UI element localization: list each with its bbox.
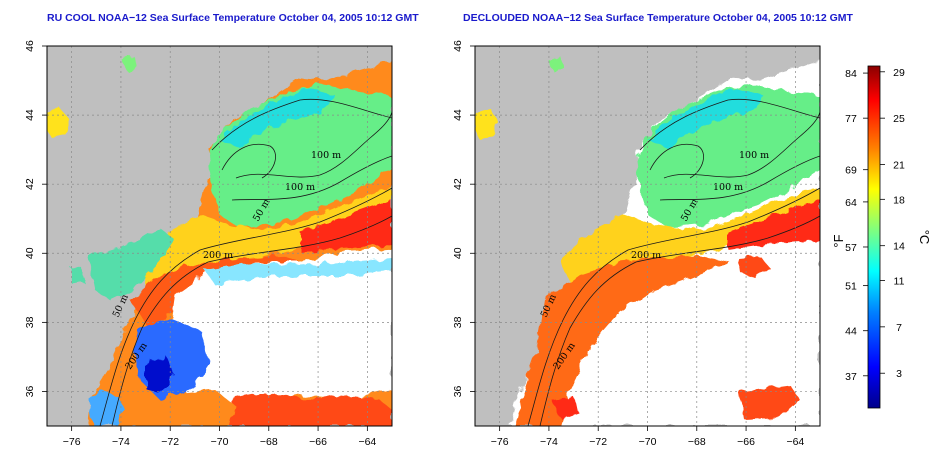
fahrenheit-tick-label: 37 — [845, 371, 857, 383]
lon-tick-label: −68 — [260, 436, 278, 448]
bay-of-fundy-cold — [220, 88, 336, 148]
southern-warm-patch — [552, 398, 578, 418]
colorbar-ticks: 29 25 21 18 14 11 7 3 84 77 69 64 57 51 44 37 — [845, 67, 905, 383]
lon-tick-label: −74 — [540, 436, 558, 448]
fahrenheit-tick-label: 77 — [845, 113, 857, 125]
coastal-cool-pixels — [88, 390, 125, 426]
lat-tick-label: 38 — [24, 316, 36, 328]
inland-pixels — [122, 56, 138, 72]
celsius-tick-label: 11 — [894, 275, 905, 287]
right-map-panel: 100 m 100 m 50 m 200 m 50 m 200 m — [475, 46, 820, 426]
lon-tick-label: −74 — [112, 436, 130, 448]
lon-tick-label: −66 — [737, 436, 755, 448]
slope-water-warm — [515, 256, 730, 426]
gulf-stream-warm-core — [728, 200, 820, 250]
celsius-tick-label: 25 — [893, 113, 905, 125]
celsius-tick-label: 3 — [896, 368, 902, 380]
left-map-axes: −76 −74 −72 −70 −68 −66 −64 36 38 40 42 44 46 — [24, 40, 376, 448]
lat-tick-label: 42 — [452, 178, 464, 190]
lat-tick-label: 46 — [452, 40, 464, 52]
lon-tick-label: −72 — [161, 436, 179, 448]
contour-label-200m-a: 200 m — [203, 250, 233, 261]
contour-label-100m-b: 100 m — [713, 182, 743, 193]
right-map-gridlines — [475, 46, 820, 426]
isobath-contours — [527, 98, 820, 426]
shelf-water-band — [560, 188, 820, 300]
celsius-tick-label: 21 — [893, 160, 905, 172]
left-map-panel: 100 m 100 m 50 m 200 m 50 m 200 m — [47, 46, 392, 426]
bay-of-fundy-cold — [648, 88, 764, 148]
lon-tick-label: −68 — [688, 436, 706, 448]
lon-tick-label: −70 — [211, 436, 229, 448]
bay-pixels — [68, 265, 84, 284]
lon-tick-label: −72 — [589, 436, 607, 448]
southern-warm-patch — [230, 392, 392, 426]
southern-warm-patch — [740, 385, 800, 420]
contour-label-100m-b: 100 m — [285, 182, 315, 193]
lat-tick-label: 40 — [24, 247, 36, 259]
left-map-gridlines — [47, 46, 392, 426]
lat-tick-label: 44 — [24, 109, 36, 121]
lake-warm-pixels — [475, 108, 498, 140]
lat-tick-label: 44 — [452, 109, 464, 121]
lon-tick-label: −70 — [639, 436, 657, 448]
fahrenheit-tick-label: 44 — [845, 326, 857, 338]
lat-tick-label: 42 — [24, 178, 36, 190]
lat-tick-label: 36 — [24, 385, 36, 397]
southern-orange-patch — [170, 390, 235, 426]
cloud-cover — [170, 248, 392, 410]
celsius-tick-label: 29 — [893, 67, 905, 79]
celsius-tick-label: 14 — [893, 241, 905, 253]
lat-tick-label: 46 — [24, 40, 36, 52]
lake-warm-pixels — [47, 108, 70, 138]
cloud-contaminated-pixels — [145, 355, 175, 395]
contour-label-100m-a: 100 m — [311, 150, 341, 161]
gulf-stream-warm-core — [300, 200, 392, 252]
temperature-colorbar — [867, 65, 881, 409]
lat-tick-label: 36 — [452, 385, 464, 397]
celsius-unit-label: °C — [917, 230, 932, 245]
lat-tick-label: 40 — [452, 247, 464, 259]
fahrenheit-tick-label: 84 — [845, 68, 857, 80]
cloud-edge-band — [205, 258, 392, 285]
fahrenheit-tick-label: 51 — [845, 281, 857, 293]
lon-tick-label: −76 — [63, 436, 81, 448]
celsius-tick-label: 7 — [896, 322, 902, 334]
fahrenheit-unit-label: °F — [831, 234, 846, 247]
isobath-contours — [99, 98, 392, 426]
right-map-title: DECLOUDED NOAA−12 Sea Surface Temperatur… — [463, 12, 853, 24]
lon-tick-label: −64 — [358, 436, 376, 448]
contour-label-100m-a: 100 m — [739, 150, 769, 161]
fahrenheit-tick-label: 64 — [845, 197, 857, 209]
inner-shelf-cool — [88, 228, 175, 300]
lat-tick-label: 38 — [452, 316, 464, 328]
shelf-water-band — [140, 188, 392, 300]
fahrenheit-tick-label: 57 — [845, 242, 857, 254]
right-map-axes: −76 −74 −72 −70 −68 −66 −64 36 38 40 42 44 46 — [452, 40, 804, 448]
lon-tick-label: −66 — [309, 436, 327, 448]
left-map-title: RU COOL NOAA−12 Sea Surface Temperature … — [47, 12, 419, 24]
celsius-tick-label: 18 — [893, 194, 905, 206]
inland-pixels — [548, 56, 564, 72]
lon-tick-label: −76 — [491, 436, 509, 448]
contour-label-200m-a: 200 m — [631, 250, 661, 261]
lon-tick-label: −64 — [786, 436, 804, 448]
fahrenheit-tick-label: 69 — [845, 165, 857, 177]
